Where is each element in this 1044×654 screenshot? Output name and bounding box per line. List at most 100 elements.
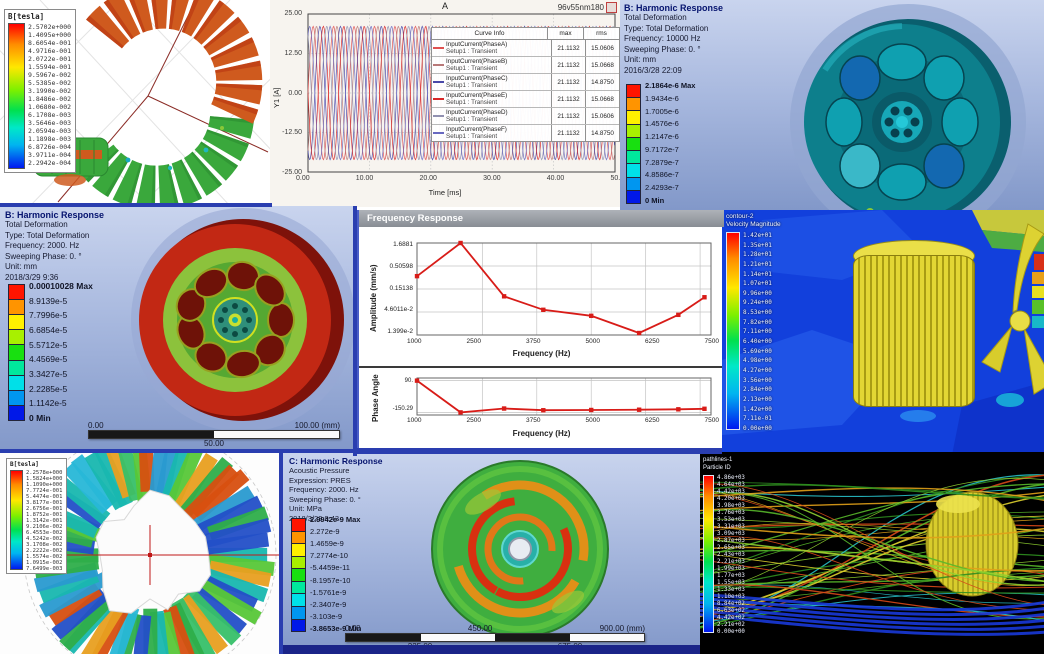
legend-color-block — [292, 544, 305, 557]
scale-ruler: 0.00 100.00 (mm) 50.00 — [88, 421, 340, 448]
amplitude-y-ticks: 1.6881 0.50598 0.15138 4.6011e-2 1.399e-2 — [379, 241, 413, 335]
tick-label: -12.50 — [282, 129, 302, 137]
legend-value: 1.1090e+000 — [26, 482, 63, 488]
amplitude-x-ticks: 1000 2500 3750 5000 6250 7500 — [407, 338, 719, 345]
phase-tick-90: 90. — [404, 378, 413, 384]
legend-value: 7.7724e-001 — [26, 488, 63, 494]
legend-value: 6.1708e-003 — [28, 111, 72, 119]
legend-value: 5.4474e-001 — [26, 494, 63, 500]
header-line: Sweeping Phase: 0. ° — [289, 494, 361, 504]
fan-model — [981, 223, 1044, 395]
legend-value: 9.5967e-002 — [28, 71, 72, 79]
curve-row[interactable]: InputCurrent(PhaseD) Setup1 : Transient 2… — [432, 108, 619, 125]
legend-value: 8.6054e-001 — [28, 39, 72, 47]
legend-value: -5.4459e-11 — [310, 563, 350, 573]
legend-value: 1.9434e-6 — [645, 93, 679, 103]
legend-value: -2.3407e-9 — [310, 599, 347, 609]
legend-value: 0 Min — [645, 195, 665, 205]
panel-divider — [353, 206, 357, 456]
curve-row[interactable]: InputCurrent(PhaseE) Setup1 : Transient 2… — [432, 91, 619, 108]
disk-3d-viewport[interactable] — [283, 452, 700, 654]
legend-value: 3.1708e-002 — [26, 542, 63, 548]
phase-x-ticks: 1000 2500 3750 5000 6250 7500 — [407, 417, 719, 424]
header-line: Total Deformation — [624, 13, 687, 22]
legend-value: 1.8486e-002 — [28, 95, 72, 103]
curve-row[interactable]: InputCurrent(PhaseF) Setup1 : Transient 2… — [432, 125, 619, 141]
legend-value: 2.65e+03 — [717, 545, 745, 551]
panel-maxwell-rotor: B[tesla] 2.2578e+000 1.5824e+000 1.1090e+0… — [0, 452, 283, 654]
tick-label: 12.50 — [284, 49, 302, 57]
legend-value: 2.13e+00 — [743, 395, 772, 403]
gear-model[interactable] — [853, 255, 975, 407]
curve-row[interactable]: InputCurrent(PhaseC) Setup1 : Transient 2… — [432, 74, 619, 91]
tick-label: 7500 — [704, 338, 719, 345]
legend-value: 4.98e+00 — [743, 357, 772, 365]
legend-value: 7.2879e-7 — [645, 157, 679, 167]
tick-label: 2500 — [466, 338, 481, 345]
tick-label: 1.6881 — [393, 241, 413, 248]
legend-value: 4.20e+03 — [717, 496, 745, 502]
legend-color-block — [9, 330, 24, 346]
legend-color-block — [292, 569, 305, 582]
legend-value: 8.9139e-5 — [29, 295, 68, 306]
header-line: Type: Total Deformation — [624, 23, 709, 33]
tick-label: 3750 — [526, 338, 541, 345]
disk-model — [431, 460, 609, 638]
legend-value: 9.2106e-002 — [26, 524, 63, 530]
curve-row[interactable]: InputCurrent(PhaseB) Setup1 : Transient 2… — [432, 57, 619, 74]
deformation-legend: 2.1864e-6 Max 1.9434e-6 1.7005e-6 1.4576e-6… — [626, 81, 695, 205]
legend-value: 3.56e+00 — [743, 376, 772, 384]
header-line: Sweeping Phase: 0. ° — [624, 44, 701, 54]
plot-window-icon[interactable] — [606, 2, 617, 13]
legend-value: 2.21e+03 — [717, 559, 745, 565]
header-line: Unit: mm — [5, 262, 37, 271]
legend-value: 1.5574e-002 — [26, 554, 63, 560]
legend-value: 1.28e+01 — [743, 251, 772, 259]
legend-color-block — [9, 360, 24, 376]
header-line: Frequency: 2000. Hz — [289, 485, 359, 494]
header-line: Expression: PRES — [289, 475, 351, 485]
legend-color-block — [9, 285, 24, 301]
deformation-legend: 0.00010028 Max 8.9139e-5 7.7996e-5 6.6854e-… — [8, 281, 93, 423]
legend-value: 1.55e+03 — [717, 580, 745, 586]
curve-row[interactable]: InputCurrent(PhaseA) Setup1 : Transient 2… — [432, 40, 619, 57]
legend-title-line2: Velocity Magnitude — [726, 221, 781, 228]
velocity-legend: contour-2 Velocity Magnitude 1.42e+01 1.3… — [726, 213, 781, 432]
phase-axis-title: Phase Angle — [371, 374, 380, 422]
legend-value: 0.00e+00 — [717, 629, 745, 635]
legend-value: 0.00010028 Max — [29, 281, 93, 291]
window-title-bar[interactable]: Frequency Response — [359, 210, 724, 227]
legend-color-block — [627, 164, 640, 178]
analysis-title: B: Harmonic Response — [624, 3, 724, 13]
header-line: 2018/3/29 9:36 — [5, 272, 59, 282]
plot-title: A — [441, 1, 448, 11]
panel-frequency-response: Frequency Response 1.6881 0.50598 0.15138 4… — [357, 210, 724, 452]
legend-value: 4.64e+03 — [717, 482, 745, 488]
legend-color-block — [9, 300, 24, 316]
header-line: Frequency: 2000. Hz — [5, 241, 80, 250]
legend-value: 6.4553e-002 — [26, 530, 63, 536]
tick-label: 10.00 — [355, 175, 374, 182]
tick-label: 0.15138 — [389, 284, 414, 292]
legend-color-block — [9, 315, 24, 331]
model-label: 96v55nm180 — [557, 3, 604, 12]
panel-divider — [279, 452, 283, 654]
legend-value: 1.77e+03 — [717, 573, 745, 579]
legend-value: 6.63e+02 — [717, 608, 745, 614]
legend-value: 8.84e+02 — [717, 601, 745, 607]
legend-value: 9.24e+00 — [743, 299, 772, 307]
legend-value: 3.3427e-5 — [29, 368, 68, 379]
wheel-3d-viewport[interactable] — [0, 206, 357, 452]
legend-color-block — [9, 390, 24, 406]
pathlines-3d-viewport[interactable] — [700, 452, 1044, 654]
frequency-response-canvas[interactable] — [359, 210, 724, 452]
wheel-3d-viewport[interactable] — [620, 0, 1044, 210]
tick-label: 2500 — [466, 417, 481, 424]
curve-info-table: Curve Info max rms InputCurrent(PhaseA) S… — [431, 27, 620, 142]
header-line: Frequency: 10000 Hz — [624, 34, 701, 43]
legend-value: 7.6499e-003 — [26, 566, 63, 572]
ruler-end: 900.00 (mm) — [599, 624, 645, 633]
color-gradient-bar — [8, 23, 25, 169]
toroid-3d-viewport[interactable] — [0, 0, 270, 206]
phase-tick-min: -150.29 — [392, 406, 413, 412]
